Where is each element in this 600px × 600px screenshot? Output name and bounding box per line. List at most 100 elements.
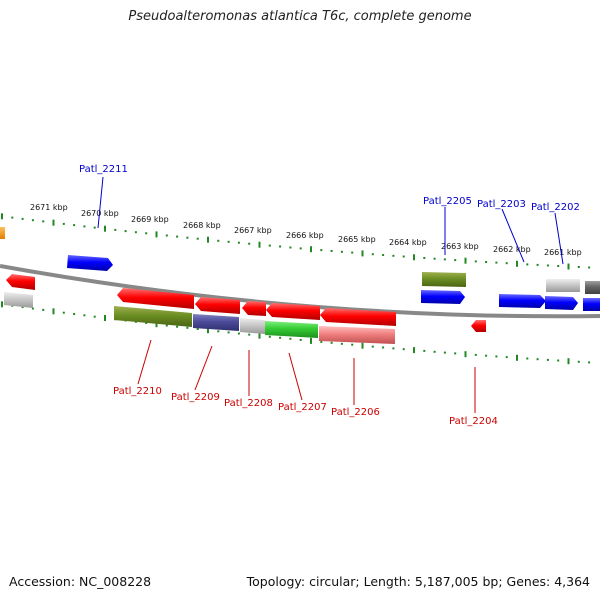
scale-dot [42, 220, 45, 223]
gene-arrow[interactable] [546, 279, 580, 292]
gene-arrow[interactable] [4, 292, 33, 308]
scale-dot [392, 347, 395, 350]
scale-dot [371, 253, 374, 256]
scale-major-tick [361, 250, 364, 257]
scale-dot [83, 225, 86, 228]
scale-major-tick [1, 213, 3, 220]
scale-dot [351, 343, 354, 346]
gene-label-reverse[interactable]: Patl_2206 [331, 407, 380, 418]
scale-dot [289, 337, 292, 340]
scale-major-tick [104, 315, 106, 321]
gene-arrow[interactable] [0, 227, 5, 239]
gene-arrow[interactable] [240, 318, 265, 334]
forward-genes [0, 227, 600, 311]
scale-dot [165, 234, 168, 237]
scale-dot [433, 257, 436, 260]
gene-arrow[interactable] [320, 308, 396, 326]
scale-dot [186, 326, 189, 329]
scale-dot [557, 265, 560, 267]
scale-dot [402, 348, 405, 351]
scale-dot [73, 313, 76, 315]
scale-dot [495, 261, 498, 264]
gene-arrow[interactable] [585, 281, 600, 294]
scale-major-tick [310, 337, 312, 344]
gene-arrow[interactable] [583, 298, 600, 311]
genome-summary-text: Topology: circular; Length: 5,187,005 bp… [246, 574, 590, 589]
scale-major-tick [413, 347, 415, 354]
scale-dot [217, 330, 220, 333]
scale-major-tick [464, 257, 467, 264]
scale-dot [423, 257, 426, 259]
scale-dot [93, 315, 96, 318]
gene-label-reverse[interactable]: Patl_2208 [224, 398, 273, 409]
reverse-label-leaders [137, 339, 476, 413]
gene-arrow[interactable] [6, 274, 35, 290]
scale-dot [237, 332, 240, 335]
gene-arrow[interactable] [266, 303, 320, 320]
gene-arrow[interactable] [545, 296, 578, 310]
gene-label-forward[interactable]: Patl_2211 [79, 164, 128, 175]
gene-arrow[interactable] [193, 314, 239, 331]
scale-major-tick [155, 321, 158, 328]
scale-dot [299, 338, 302, 341]
scale-dot [268, 244, 271, 247]
scale-major-tick [207, 327, 209, 334]
scale-dot [588, 361, 591, 364]
scale-dot [526, 357, 529, 360]
gene-arrow[interactable] [242, 301, 266, 316]
gene-label-forward[interactable]: Patl_2203 [477, 199, 526, 210]
gene-arrow[interactable] [422, 272, 466, 287]
scale-dot [196, 237, 199, 240]
gene-arrow[interactable] [67, 255, 113, 271]
scale-dot [83, 314, 86, 317]
forward-gene-labels: Patl_2211 Patl_2205 Patl_2203 Patl_2202 [79, 164, 580, 213]
gene-arrow[interactable] [114, 306, 192, 327]
gene-label-forward[interactable]: Patl_2202 [531, 202, 580, 213]
forward-label-leaders [97, 176, 564, 265]
scale-major-tick [155, 231, 158, 238]
gene-label-forward[interactable]: Patl_2205 [423, 196, 472, 207]
scale-dot [42, 308, 45, 311]
scale-dot [485, 354, 488, 357]
scale-dot [454, 352, 457, 355]
scale-dot [93, 226, 96, 229]
scale-dot [443, 351, 446, 354]
scale-dot [227, 240, 230, 243]
gene-arrow[interactable] [117, 288, 194, 309]
gene-label-reverse[interactable]: Patl_2209 [171, 392, 220, 403]
scale-dot [371, 345, 374, 348]
gene-arrow[interactable] [421, 290, 465, 304]
scale-dot [114, 228, 117, 231]
scale-dot [557, 359, 560, 362]
scale-dot [248, 333, 251, 336]
scale-dot [546, 264, 549, 267]
kbp-label: 2671 kbp [30, 203, 68, 212]
gene-label-reverse[interactable]: Patl_2210 [113, 386, 162, 397]
gene-arrow[interactable] [499, 294, 546, 308]
scale-major-tick [516, 260, 518, 267]
scale-dot [536, 358, 539, 361]
scale-dot [299, 247, 302, 250]
outer-scale-ring [1, 213, 591, 270]
scale-dot [588, 266, 591, 269]
gene-label-reverse[interactable]: Patl_2207 [278, 402, 327, 413]
kbp-label: 2663 kbp [441, 242, 479, 251]
scale-dot [340, 342, 343, 345]
scale-dot [289, 246, 292, 249]
scale-dot [165, 324, 168, 327]
scale-major-tick [52, 219, 55, 226]
scale-dot [31, 219, 34, 222]
gene-arrow[interactable] [265, 321, 318, 338]
scale-dot [340, 250, 343, 253]
kbp-label: 2661 kbp [544, 248, 582, 257]
scale-dot [526, 263, 529, 266]
scale-dot [443, 258, 446, 261]
scale-dot [474, 260, 477, 263]
scale-dot [268, 335, 271, 338]
gene-arrow[interactable] [471, 320, 486, 332]
gene-arrow[interactable] [319, 326, 395, 344]
gene-arrow[interactable] [195, 297, 240, 314]
gene-label-reverse[interactable]: Patl_2204 [449, 416, 498, 427]
scale-dot [320, 340, 323, 343]
